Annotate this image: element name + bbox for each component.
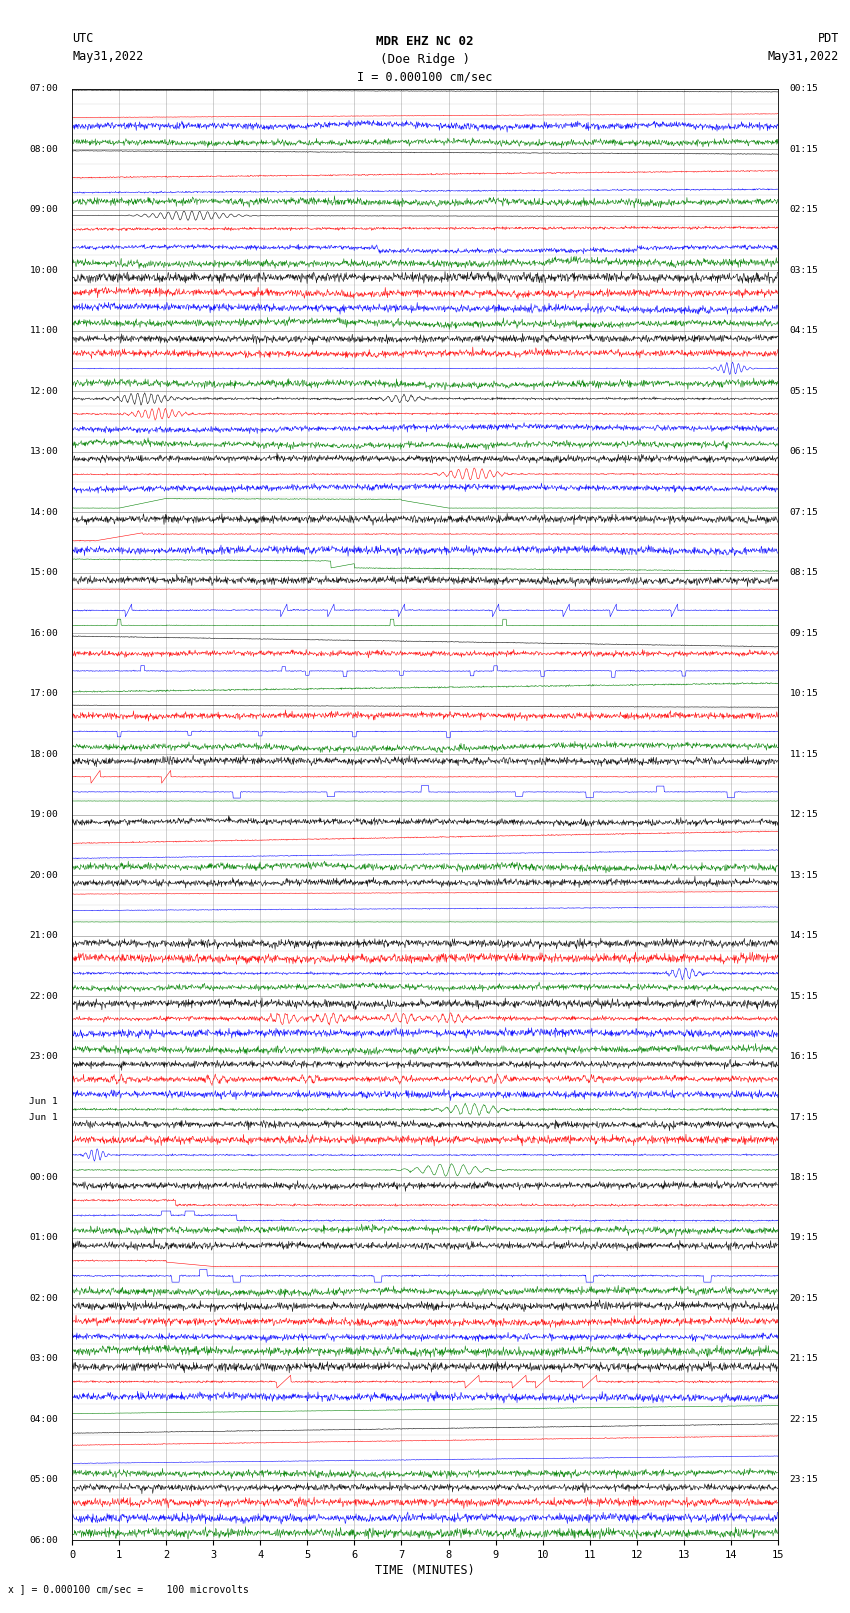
Text: (Doe Ridge ): (Doe Ridge ): [380, 53, 470, 66]
Text: 21:00: 21:00: [30, 931, 58, 940]
Text: 08:15: 08:15: [790, 568, 819, 577]
Text: Jun 1: Jun 1: [30, 1113, 58, 1121]
Text: 12:15: 12:15: [790, 810, 819, 819]
Text: 11:00: 11:00: [30, 326, 58, 336]
Text: 19:15: 19:15: [790, 1234, 819, 1242]
Text: 17:15: 17:15: [790, 1113, 819, 1121]
Text: 04:15: 04:15: [790, 326, 819, 336]
Text: 02:15: 02:15: [790, 205, 819, 215]
Text: 18:15: 18:15: [790, 1173, 819, 1182]
Text: 06:15: 06:15: [790, 447, 819, 456]
Text: 01:00: 01:00: [30, 1234, 58, 1242]
Text: 00:15: 00:15: [790, 84, 819, 94]
Text: 12:00: 12:00: [30, 387, 58, 395]
Text: 01:15: 01:15: [790, 145, 819, 153]
Text: 21:15: 21:15: [790, 1355, 819, 1363]
Text: 13:15: 13:15: [790, 871, 819, 879]
Text: 18:00: 18:00: [30, 750, 58, 758]
Text: 22:00: 22:00: [30, 992, 58, 1000]
Text: PDT: PDT: [818, 32, 839, 45]
Text: 15:15: 15:15: [790, 992, 819, 1000]
Text: 15:00: 15:00: [30, 568, 58, 577]
Text: 10:15: 10:15: [790, 689, 819, 698]
Text: 06:00: 06:00: [30, 1536, 58, 1545]
Text: 22:15: 22:15: [790, 1415, 819, 1424]
Text: 17:00: 17:00: [30, 689, 58, 698]
Text: 20:00: 20:00: [30, 871, 58, 879]
Text: 11:15: 11:15: [790, 750, 819, 758]
Text: 10:00: 10:00: [30, 266, 58, 274]
Text: MDR EHZ NC 02: MDR EHZ NC 02: [377, 35, 473, 48]
Text: 03:00: 03:00: [30, 1355, 58, 1363]
Text: 16:15: 16:15: [790, 1052, 819, 1061]
Text: 23:00: 23:00: [30, 1052, 58, 1061]
Text: 09:15: 09:15: [790, 629, 819, 637]
X-axis label: TIME (MINUTES): TIME (MINUTES): [375, 1565, 475, 1578]
Text: 19:00: 19:00: [30, 810, 58, 819]
Text: x ] = 0.000100 cm/sec =    100 microvolts: x ] = 0.000100 cm/sec = 100 microvolts: [8, 1584, 249, 1594]
Text: Jun 1: Jun 1: [30, 1097, 58, 1107]
Text: 20:15: 20:15: [790, 1294, 819, 1303]
Text: 08:00: 08:00: [30, 145, 58, 153]
Text: 00:00: 00:00: [30, 1173, 58, 1182]
Text: 13:00: 13:00: [30, 447, 58, 456]
Text: 23:15: 23:15: [790, 1476, 819, 1484]
Text: 03:15: 03:15: [790, 266, 819, 274]
Text: May31,2022: May31,2022: [768, 50, 839, 63]
Text: 14:00: 14:00: [30, 508, 58, 516]
Text: 02:00: 02:00: [30, 1294, 58, 1303]
Text: 07:15: 07:15: [790, 508, 819, 516]
Text: May31,2022: May31,2022: [72, 50, 144, 63]
Text: 16:00: 16:00: [30, 629, 58, 637]
Text: 05:00: 05:00: [30, 1476, 58, 1484]
Text: 04:00: 04:00: [30, 1415, 58, 1424]
Text: 07:00: 07:00: [30, 84, 58, 94]
Text: UTC: UTC: [72, 32, 94, 45]
Text: 05:15: 05:15: [790, 387, 819, 395]
Text: 09:00: 09:00: [30, 205, 58, 215]
Text: I = 0.000100 cm/sec: I = 0.000100 cm/sec: [357, 71, 493, 84]
Text: 14:15: 14:15: [790, 931, 819, 940]
